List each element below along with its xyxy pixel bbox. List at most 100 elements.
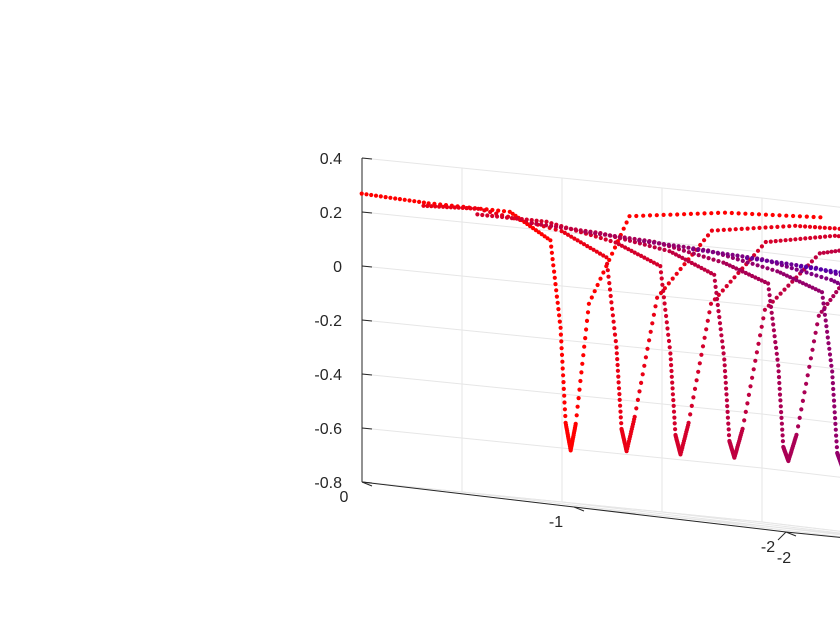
data-point [634, 406, 639, 411]
data-point [618, 415, 623, 420]
data-point [762, 307, 768, 312]
data-point [758, 333, 763, 338]
data-point [637, 389, 642, 394]
data-point [677, 254, 682, 259]
data-point [800, 281, 806, 286]
data-point [575, 238, 580, 243]
data-point [730, 252, 735, 257]
data-point [610, 251, 615, 256]
z-tick-label: -0.2 [314, 313, 342, 330]
data-point [759, 324, 764, 329]
data-point [598, 235, 603, 241]
data-point [779, 421, 785, 426]
data-point [783, 238, 788, 243]
data-point [612, 326, 617, 331]
data-point [722, 363, 727, 368]
data-point [616, 374, 621, 379]
data-point [668, 212, 673, 217]
data-point [825, 329, 830, 334]
data-point [553, 224, 559, 229]
data-point [834, 445, 840, 450]
data-point [697, 361, 702, 366]
data-point [724, 398, 730, 403]
data-point [720, 345, 726, 350]
data-point [661, 212, 666, 217]
data-point [559, 339, 564, 344]
data-point [673, 427, 678, 432]
y-tick-mark [573, 506, 585, 512]
data-point [794, 267, 799, 272]
data-point [482, 208, 487, 213]
data-point [800, 398, 806, 403]
data-point [726, 427, 731, 432]
data-point [598, 276, 603, 281]
data-point [549, 244, 554, 249]
data-point [794, 432, 799, 437]
data-point [659, 276, 664, 281]
data-point [733, 227, 738, 232]
data-point [661, 295, 667, 300]
data-point [780, 439, 786, 444]
data-point [778, 398, 783, 403]
data-point [642, 242, 647, 247]
data-point [576, 396, 581, 401]
data-point [709, 211, 714, 216]
data-point [736, 211, 741, 216]
data-point [460, 205, 465, 210]
data-point [725, 409, 730, 414]
data-point [682, 212, 687, 217]
data-point [421, 203, 426, 208]
data-point [779, 415, 784, 420]
data-point [425, 203, 430, 209]
data-point [581, 353, 586, 358]
data-point [730, 264, 736, 270]
back-wall-grid-line [361, 157, 763, 199]
data-point [607, 287, 613, 292]
data-point [637, 238, 642, 243]
data-point [666, 332, 671, 337]
data-point [740, 426, 745, 431]
data-point [650, 321, 655, 326]
data-point [616, 386, 622, 391]
data-point [763, 225, 768, 230]
data-point [588, 245, 593, 251]
data-point [829, 277, 834, 282]
data-point [749, 256, 755, 261]
data-point [671, 403, 676, 408]
data-point [670, 392, 676, 397]
data-point [788, 275, 793, 280]
data-point [811, 339, 817, 344]
data-point [514, 216, 520, 221]
data-point [584, 318, 590, 323]
data-point [810, 285, 815, 290]
data-point [653, 304, 658, 309]
data-point [611, 319, 616, 324]
data-point [754, 257, 760, 262]
data-point [744, 255, 750, 261]
data-point [544, 219, 549, 224]
data-point [510, 211, 515, 216]
data-point [742, 418, 747, 423]
data-point [612, 332, 618, 337]
data-point [833, 421, 838, 426]
data-point [824, 276, 829, 281]
data-point [699, 352, 704, 357]
data-point [646, 239, 652, 245]
data-point [613, 339, 618, 344]
data-point [778, 404, 783, 409]
data-point [651, 240, 657, 245]
data-point [612, 245, 618, 250]
data-point [575, 404, 580, 409]
data-point [831, 294, 836, 299]
data-point [799, 407, 804, 412]
z-tick-label: -0.8 [314, 475, 342, 492]
data-point [735, 253, 740, 258]
data-point [615, 368, 621, 373]
data-point [558, 225, 564, 230]
data-point [534, 218, 539, 223]
data-point [723, 380, 728, 385]
data-point [692, 262, 698, 267]
data-point [778, 238, 783, 243]
data-point [728, 279, 733, 284]
data-point [807, 224, 813, 229]
